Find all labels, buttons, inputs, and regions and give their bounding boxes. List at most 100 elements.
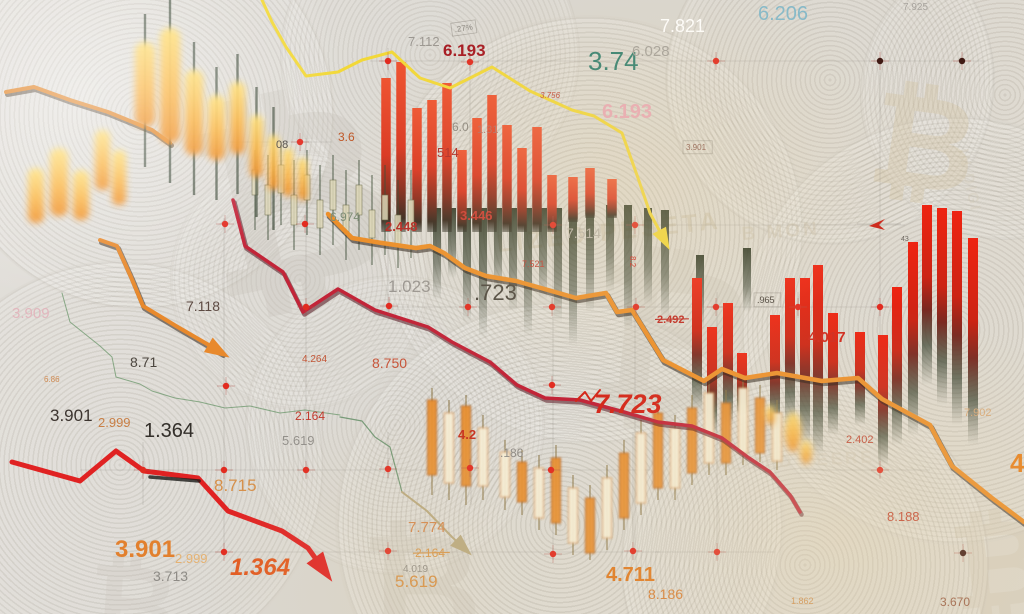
- candle-body: [264, 184, 272, 216]
- price-label: 4.264: [302, 354, 327, 365]
- marker-dot: [876, 466, 884, 474]
- arrowhead-icon: [203, 337, 230, 358]
- glow-candle-body: [160, 28, 180, 143]
- price-label: 6.206: [758, 3, 808, 25]
- candle-body: [704, 392, 714, 464]
- price-label: 7.723: [594, 389, 662, 419]
- glow-candle-body: [208, 95, 225, 160]
- dark-bar: [586, 205, 594, 312]
- candle-body: [653, 412, 663, 489]
- red-bar: [502, 125, 512, 232]
- dark-bar: [494, 208, 502, 292]
- price-label: 2.999: [175, 551, 208, 566]
- marker-dot: [221, 220, 229, 228]
- price-label: 3.6: [338, 130, 355, 144]
- right-red-bar: [800, 278, 810, 445]
- marker-dot: [547, 466, 555, 474]
- glow-blob: [800, 440, 812, 464]
- marker-dot: [302, 303, 310, 311]
- green-fall-line: [339, 416, 428, 512]
- glowing-candlesticks: [28, 0, 307, 230]
- dark-bar: [554, 208, 562, 322]
- marker-dot: [384, 57, 392, 65]
- marker-dot: [220, 466, 228, 474]
- price-label: 4: [1010, 448, 1024, 478]
- right-red-bar: [892, 287, 902, 445]
- right-red-bar: [908, 242, 918, 435]
- price-label: 5.619: [395, 572, 438, 591]
- candle-body: [585, 497, 595, 554]
- marker-dot: [139, 466, 147, 474]
- red-histogram-bars: [381, 62, 617, 232]
- price-label: 2.448: [385, 219, 418, 234]
- price-label: 7.521: [522, 259, 545, 269]
- red-bar: [472, 118, 482, 232]
- glow-blob: [785, 412, 801, 452]
- candle-body: [738, 387, 748, 454]
- bitcoin-symbol: ₿: [83, 541, 181, 614]
- candle-body: [478, 427, 488, 487]
- price-label: 2.402: [846, 434, 874, 446]
- marker-dot: [549, 550, 557, 558]
- arrowhead-icon: [450, 534, 472, 556]
- glow-candle-body: [112, 150, 126, 205]
- glow-candle-body: [185, 70, 203, 155]
- price-label: 7.925: [903, 2, 928, 13]
- bitcoin-coin: [245, 275, 545, 575]
- marker-dot: [385, 302, 393, 310]
- bitcoin-symbol: ₿: [861, 63, 986, 222]
- red-bar: [396, 62, 406, 232]
- topleft-orange-line: [4, 85, 172, 145]
- candle-body: [772, 412, 782, 462]
- marker-dot: [876, 303, 884, 311]
- marker-dot: [222, 382, 230, 390]
- price-label: 4.019: [403, 564, 428, 575]
- price-label: 6.974: [330, 210, 360, 224]
- candle-body: [329, 179, 337, 211]
- price-label: 8.750: [372, 355, 407, 371]
- price-label: .27%: [454, 23, 473, 34]
- right-red-bar: [692, 278, 702, 410]
- price-label: 4.2: [458, 427, 476, 442]
- mini-zigzag-arrow: [575, 389, 601, 402]
- glow-candle-body: [50, 148, 68, 216]
- bottomleft-red-arrow-line: [9, 448, 329, 576]
- right-red-bar: [828, 313, 838, 435]
- price-label: 6.193: [443, 41, 486, 60]
- glow-candle-body: [268, 135, 279, 190]
- dark-bar: [606, 205, 614, 292]
- marker-dot: [958, 57, 966, 65]
- candle-body: [427, 399, 437, 476]
- candle-body: [636, 432, 646, 504]
- glow-candle-body: [95, 130, 110, 190]
- right-red-bar: [968, 238, 978, 445]
- bottom-candlesticks: [427, 375, 782, 560]
- candle-body: [407, 199, 415, 229]
- yellow-trend-line: [260, 0, 668, 245]
- candle-body: [670, 427, 680, 489]
- price-label: 8.71: [130, 354, 157, 370]
- glow-candle-body: [298, 158, 307, 200]
- price-label: 7.902: [964, 407, 992, 419]
- price-label: 4.017: [808, 329, 846, 346]
- red-bar: [568, 177, 578, 222]
- price-label: 1.364: [144, 420, 194, 442]
- glow-candle-body: [250, 115, 263, 177]
- red-bar: [412, 108, 422, 232]
- price-label: .965: [757, 295, 775, 305]
- arrowhead-icon: [306, 551, 333, 582]
- right-red-bar: [937, 208, 947, 405]
- marker-dot: [959, 549, 967, 557]
- price-label: 3.901: [686, 143, 707, 152]
- price-label: 4.711: [606, 564, 655, 586]
- red-bar: [442, 83, 452, 232]
- candle-body: [568, 487, 578, 544]
- candle-body: [461, 405, 471, 487]
- main-orange-line: [325, 211, 1024, 525]
- candle-body: [444, 412, 454, 484]
- candle-body: [500, 451, 510, 498]
- marker-dots: [134, 52, 972, 563]
- plane-marker-icon: [869, 219, 885, 230]
